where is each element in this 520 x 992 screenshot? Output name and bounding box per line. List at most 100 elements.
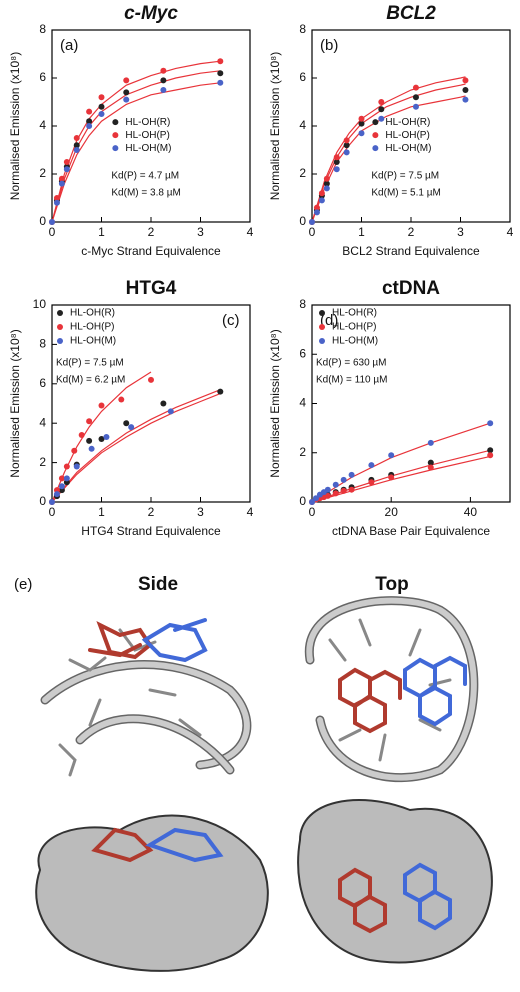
side-surface	[35, 814, 269, 972]
y-tick-label: 10	[33, 297, 47, 311]
data-point	[63, 475, 70, 482]
legend-marker	[57, 338, 63, 344]
plot-frame	[51, 304, 251, 503]
fit-line	[311, 76, 466, 223]
y-tick-label: 6	[299, 346, 306, 360]
data-point	[313, 204, 320, 211]
data-point	[86, 108, 93, 115]
data-point	[63, 166, 70, 173]
legend-label: HL-OH(P)	[332, 322, 376, 333]
legend-marker	[112, 119, 119, 126]
legend-marker	[372, 145, 379, 152]
legend-label: HL-OH(R)	[385, 117, 430, 128]
data-point	[217, 388, 224, 395]
data-point	[462, 87, 469, 93]
data-point	[323, 180, 330, 187]
y-tick-label: 6	[39, 70, 46, 84]
data-point	[160, 77, 167, 84]
data-point	[378, 99, 385, 105]
x-tick-label: 1	[358, 225, 365, 239]
x-tick-label: 2	[408, 225, 415, 239]
y-tick-label: 0	[39, 214, 46, 228]
y-tick-label: 2	[39, 455, 46, 469]
data-point	[123, 420, 130, 427]
y-axis-label: Normalised Emission (x10⁸)	[8, 52, 22, 200]
data-point	[98, 103, 105, 110]
legend-label: HL-OH(P)	[70, 322, 114, 333]
y-tick-label: 6	[299, 70, 306, 84]
plot-frame	[311, 304, 511, 503]
legend-marker	[112, 132, 119, 139]
view-title: Top	[375, 574, 408, 595]
data-point	[217, 70, 224, 77]
x-tick-label: 20	[385, 505, 399, 519]
legend-marker	[319, 310, 325, 316]
data-point	[358, 120, 365, 127]
x-tick-label: 0	[49, 225, 56, 239]
chart-title: ctDNA	[382, 278, 440, 299]
annotation: Kd(M) = 6.2 µM	[56, 375, 125, 386]
data-point	[358, 130, 365, 137]
data-point	[167, 408, 174, 415]
x-tick-label: 1	[98, 505, 105, 519]
data-point	[487, 447, 494, 454]
data-point	[58, 180, 65, 187]
top-cartoon	[304, 596, 479, 783]
x-tick-label: 3	[457, 225, 464, 239]
data-point	[73, 463, 80, 470]
data-point	[340, 487, 347, 494]
data-point	[217, 58, 224, 65]
y-axis-label: Normalised Emission (x10⁸)	[268, 329, 282, 477]
annotation: Kd(P) = 7.5 µM	[56, 358, 124, 369]
y-tick-label: 0	[299, 494, 306, 508]
data-point	[98, 94, 105, 101]
data-point	[343, 142, 350, 149]
data-point	[49, 499, 55, 505]
annotation: Kd(P) = 7.5 µM	[371, 171, 439, 182]
x-tick-label: 40	[464, 505, 478, 519]
data-point	[63, 463, 70, 470]
annotation: Kd(M) = 3.8 µM	[111, 188, 180, 199]
annotation: Kd(P) = 4.7 µM	[111, 171, 179, 182]
y-tick-label: 2	[299, 166, 306, 180]
data-point	[49, 219, 55, 225]
data-point	[118, 396, 125, 403]
y-axis-label: Normalised Emission (x10⁸)	[268, 52, 282, 200]
data-point	[318, 197, 325, 204]
x-tick-label: 1	[98, 225, 105, 239]
data-point	[318, 190, 325, 197]
data-point	[58, 175, 65, 182]
y-tick-label: 0	[39, 494, 46, 508]
fit-line	[311, 455, 491, 503]
data-point	[333, 166, 340, 173]
data-point	[427, 464, 434, 471]
data-point	[332, 490, 339, 497]
data-point	[348, 471, 355, 478]
data-point	[73, 135, 80, 141]
x-axis-label: ctDNA Base Pair Equivalence	[332, 524, 490, 538]
legend-marker	[372, 119, 379, 126]
data-point	[123, 77, 130, 84]
data-point	[462, 96, 469, 103]
y-tick-label: 6	[39, 376, 46, 390]
chart: ctDNA 0 20 40 0 2 4 6 8 ctDNA Base Pair Equivalen…	[268, 278, 511, 538]
data-point	[71, 447, 78, 454]
data-point	[160, 67, 167, 74]
data-point	[368, 479, 375, 486]
data-point	[324, 486, 331, 493]
data-point	[88, 445, 95, 452]
panel-label: (c)	[222, 312, 240, 329]
x-tick-label: 4	[247, 505, 254, 519]
data-point	[86, 418, 93, 425]
data-point	[343, 149, 350, 156]
legend-label: HL-OH(M)	[332, 336, 378, 347]
data-point	[73, 147, 80, 153]
data-point	[217, 79, 224, 86]
legend-marker	[112, 145, 119, 152]
fit-line	[51, 82, 221, 223]
data-point	[98, 111, 105, 117]
data-point	[123, 96, 130, 103]
data-point	[388, 452, 395, 459]
data-point	[378, 106, 385, 113]
